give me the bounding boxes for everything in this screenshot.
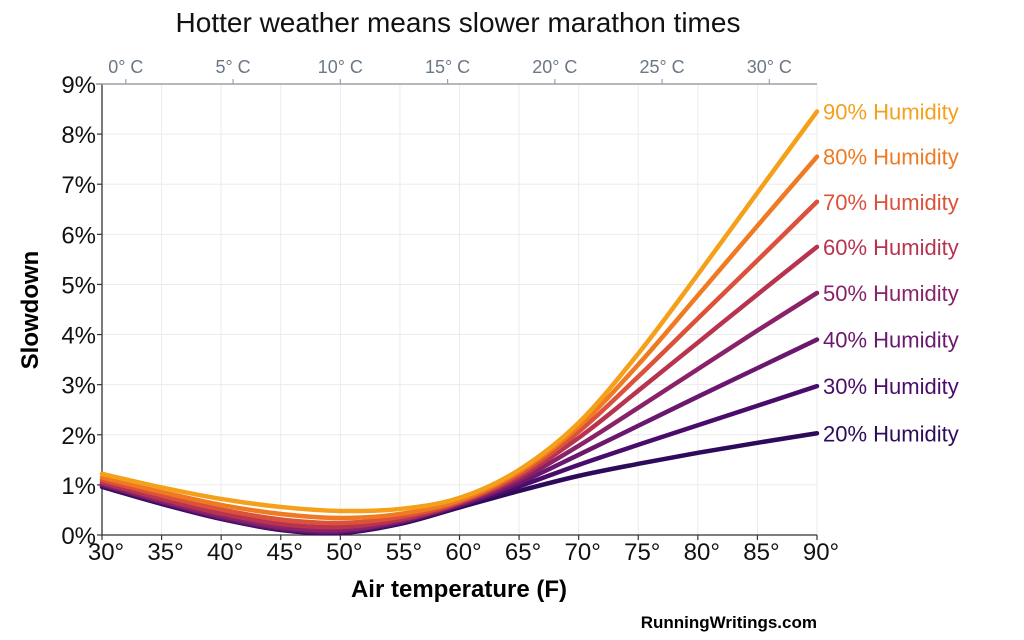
x-tick-label: 40° (207, 539, 243, 566)
x-tick-label: 65° (505, 539, 541, 566)
series-label-40-humidity: 40% Humidity (823, 328, 959, 353)
y-tick-label: 6% (61, 222, 96, 249)
x-tick-label: 80° (684, 539, 720, 566)
series-label-80-humidity: 80% Humidity (823, 145, 959, 170)
x-tick-label: 85° (743, 539, 779, 566)
series-label-60-humidity: 60% Humidity (823, 235, 959, 260)
y-tick-label: 9% (61, 72, 96, 99)
y-tick-label: 8% (61, 122, 96, 149)
y-tick-label: 3% (61, 373, 96, 400)
celsius-tick-label: 20° C (532, 57, 577, 77)
celsius-tick-label: 15° C (425, 57, 470, 77)
celsius-tick-label: 25° C (639, 57, 684, 77)
y-axis-title: Slowdown (17, 251, 44, 370)
x-tick-label: 30° (88, 539, 124, 566)
x-tick-label: 75° (624, 539, 660, 566)
x-tick-label: 45° (267, 539, 303, 566)
x-tick-label: 90° (803, 539, 839, 566)
celsius-tick-label: 0° C (108, 57, 143, 77)
y-tick-label: 2% (61, 423, 96, 450)
series-label-20-humidity: 20% Humidity (823, 421, 959, 446)
y-tick-label: 5% (61, 272, 96, 299)
y-tick-label: 0% (61, 523, 96, 550)
x-tick-label: 55° (386, 539, 422, 566)
series-label-90-humidity: 90% Humidity (823, 100, 959, 125)
y-tick-label: 1% (61, 473, 96, 500)
series-lines (99, 109, 820, 536)
series-label-50-humidity: 50% Humidity (823, 281, 959, 306)
credit-text: RunningWritings.com (641, 613, 817, 632)
axes: 0% 1% 2% 3% 4% 5% 6% 7% 8% 9% 30° 35° 40° 45° 50° 55° 60… (61, 72, 839, 566)
x-tick-label: 70° (565, 539, 601, 566)
series-line-90-humidity (99, 109, 820, 514)
x-axis-title: Air temperature (F) (351, 576, 567, 603)
celsius-tick-label: 10° C (318, 57, 363, 77)
x-tick-label: 35° (147, 539, 183, 566)
x-tick-label: 60° (445, 539, 481, 566)
celsius-tick-label: 30° C (747, 57, 792, 77)
series-label-70-humidity: 70% Humidity (823, 190, 959, 215)
celsius-tick-label: 5° C (215, 57, 250, 77)
series-label-30-humidity: 30% Humidity (823, 374, 959, 399)
y-tick-label: 4% (61, 323, 96, 350)
y-tick-label: 7% (61, 172, 96, 199)
series-labels: 20% Humidity 30% Humidity 40% Humidity 50% … (823, 100, 959, 447)
x-tick-label: 50° (326, 539, 362, 566)
celsius-axis: 0° C 5° C 10° C 15° C 20° C 25° C 30° C (96, 57, 817, 85)
chart-title: Hotter weather means slower marathon tim… (176, 7, 741, 38)
